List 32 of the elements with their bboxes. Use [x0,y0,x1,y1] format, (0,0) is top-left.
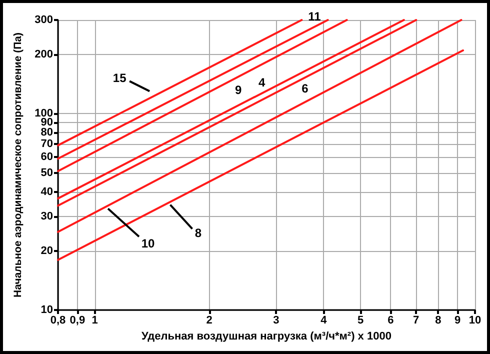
y-tick-label: 30 [40,210,53,222]
y-tick-label: 60 [40,151,53,164]
x-tick-label: 4 [320,314,328,326]
text: 10 [141,236,156,251]
x-tick-label: 7 [413,314,420,326]
series-label: 11 [308,9,322,24]
x-tick-label: 5 [358,314,364,326]
x-tick-label: 8 [435,314,442,326]
series-label: 6 [302,82,309,96]
series-label: 4 [258,75,266,90]
y-tick-label: 80 [40,126,53,139]
series-label: 15 [112,71,127,86]
y-tick-label: 20 [40,244,53,257]
x-tick-label: 10 [468,314,482,326]
x-tick-label: 3 [273,314,280,326]
text: 8 [194,226,202,240]
x-tick-label: 2 [206,314,212,326]
y-tick-label: 40 [40,186,53,198]
x-tick-label: 1 [92,314,98,326]
y-axis-title: Начальное аэродинамическое сопротивление (Па) [12,32,24,298]
y-tick-label: 70 [40,138,53,150]
y-tick-label: 200 [34,48,53,61]
x-tick-label: 0,8 [50,314,66,326]
x-tick-label: 0,9 [70,314,86,326]
y-tick-label: 300 [34,14,53,26]
series-label: 9 [235,82,242,97]
x-tick-label: 6 [388,314,394,326]
x-axis-title: Удельная воздушная нагрузка (м³/ч*м²) x 1000 [142,330,392,342]
y-tick-label: 90 [40,116,53,129]
x-tick-label: 9 [454,314,461,326]
y-tick-label: 10 [40,304,53,316]
y-tick-label: 50 [40,166,53,179]
